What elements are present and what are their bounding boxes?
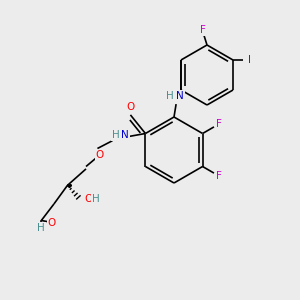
Text: H: H [38, 223, 45, 233]
Text: H: H [92, 194, 100, 205]
Text: H: H [166, 91, 174, 101]
Text: F: F [200, 25, 206, 35]
Text: O: O [48, 218, 56, 228]
Text: H: H [112, 130, 120, 140]
Text: O: O [96, 150, 104, 160]
Text: N: N [176, 91, 184, 101]
Text: O: O [84, 194, 92, 205]
Text: I: I [248, 55, 251, 65]
Text: O: O [126, 101, 134, 112]
Text: F: F [216, 119, 222, 129]
Text: F: F [216, 171, 222, 181]
Text: N: N [122, 130, 129, 140]
